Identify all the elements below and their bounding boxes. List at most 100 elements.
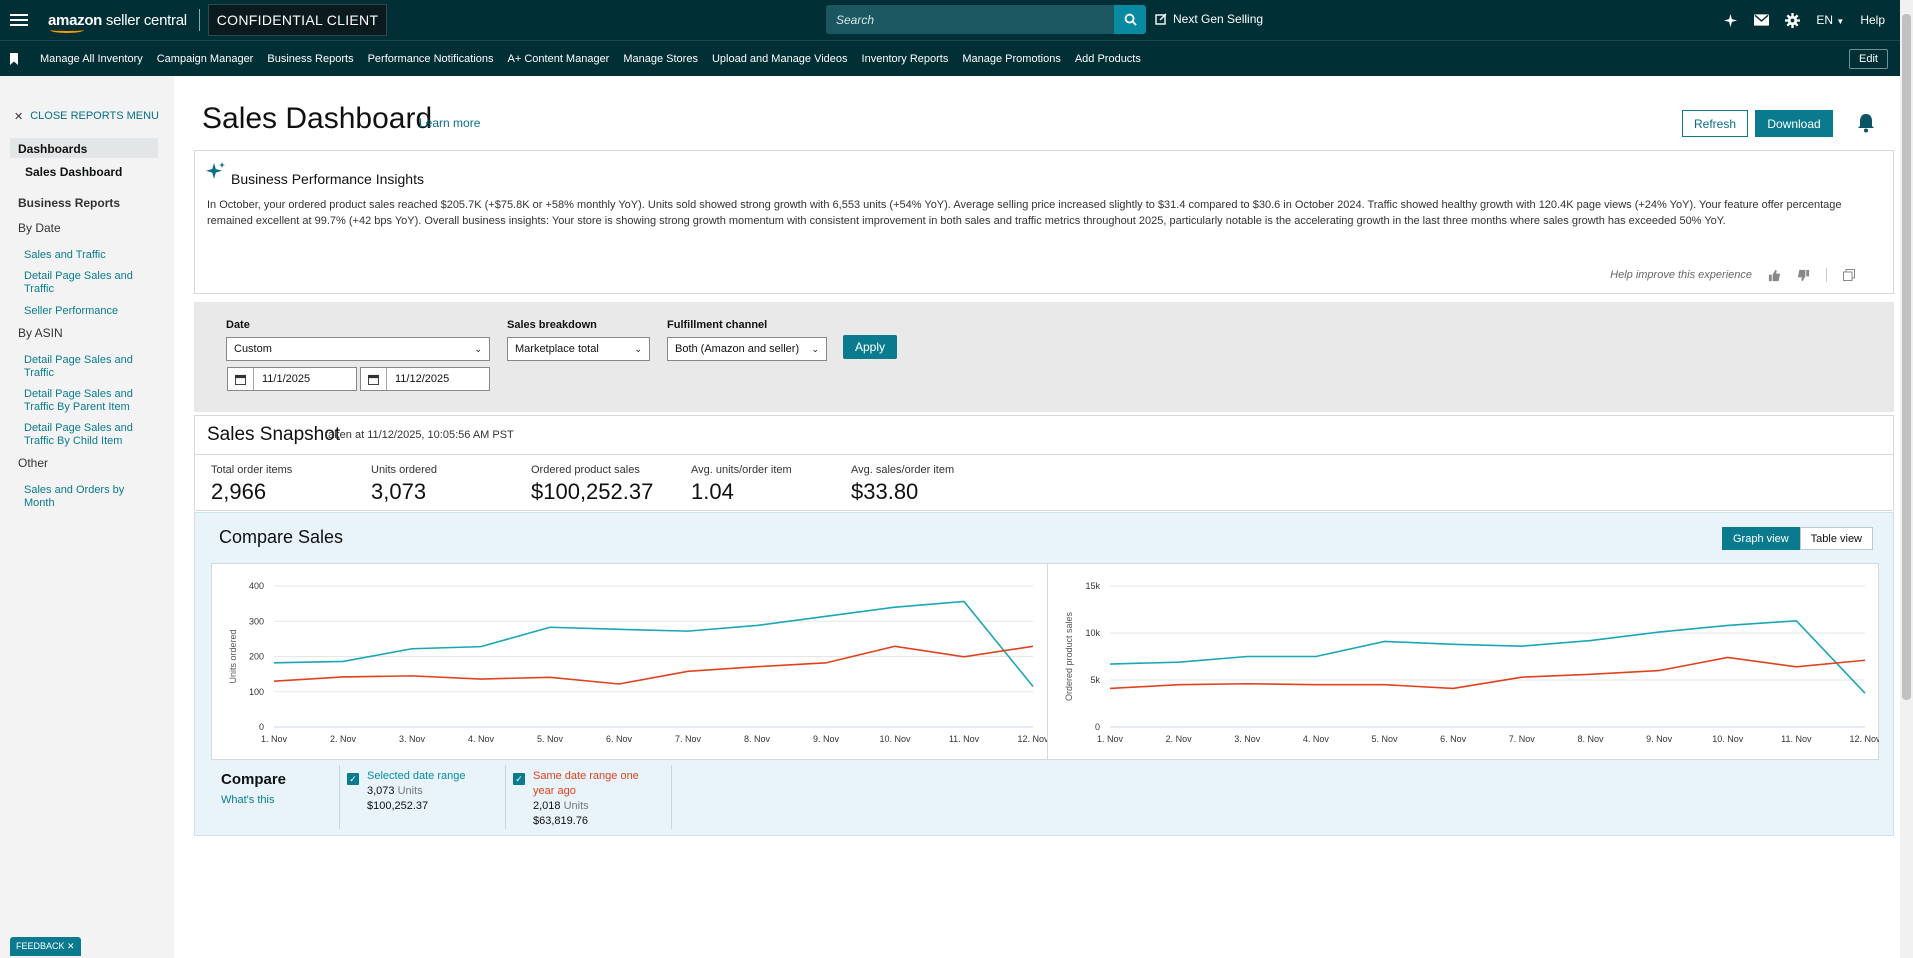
y-tick-label: 10k <box>1085 628 1100 638</box>
thumbs-up-icon[interactable] <box>1768 269 1781 282</box>
learn-more-link[interactable]: Learn more <box>419 116 481 130</box>
feedback-button[interactable]: FEEDBACK ✕ <box>10 937 81 956</box>
nav-item-business-reports[interactable]: Business Reports <box>267 52 354 65</box>
x-tick-label: 7. Nov <box>675 734 702 744</box>
prior-range-checkbox[interactable]: ✓ <box>513 773 525 785</box>
bookmark-icon[interactable] <box>8 52 20 65</box>
nav-item-performance-notifications[interactable]: Performance Notifications <box>367 52 494 65</box>
nav-item-manage-all-inventory[interactable]: Manage All Inventory <box>40 52 143 65</box>
x-tick-label: 2. Nov <box>1166 734 1193 744</box>
insights-panel: Business Performance Insights In October… <box>194 150 1894 294</box>
x-tick-label: 1. Nov <box>1097 734 1124 744</box>
units-word: Units <box>397 785 423 797</box>
charts-container: 0 100 200 300 400 Units ordered 1. Nov 2. Nov 3.… <box>211 563 1879 760</box>
series-line-selected-range <box>1109 619 1866 694</box>
nav-item-upload-videos[interactable]: Upload and Manage Videos <box>711 52 848 65</box>
gear-icon[interactable] <box>1785 12 1801 28</box>
language-selector[interactable]: EN ▼ <box>1816 13 1844 27</box>
divider <box>198 9 200 31</box>
edit-nav-button[interactable]: Edit <box>1849 49 1888 69</box>
bell-icon[interactable] <box>1857 113 1875 133</box>
compare-title: Compare Sales <box>219 527 344 547</box>
x-tick-label: 12. Nov <box>1849 734 1879 744</box>
end-date-field[interactable]: 11/12/2025 <box>360 367 490 391</box>
x-tick-label: 9. Nov <box>1646 734 1673 744</box>
sidebar-header-dashboards: Dashboards <box>10 138 158 158</box>
close-reports-menu[interactable]: ✕ CLOSE REPORTS MENU <box>14 110 159 123</box>
sidebar-link-sales-orders-month[interactable]: Sales and Orders by Month <box>24 484 125 509</box>
snapshot-title: Sales Snapshot <box>207 424 341 445</box>
whats-this-link[interactable]: What's this <box>221 794 275 806</box>
sidebar-link-asin-detail-page[interactable]: Detail Page Sales and Traffic <box>24 354 133 379</box>
client-label: CONFIDENTIAL CLIENT <box>207 4 388 36</box>
nav-item-inventory-reports[interactable]: Inventory Reports <box>861 52 949 65</box>
next-gen-selling-link[interactable]: Next Gen Selling <box>1155 12 1263 26</box>
compare-legend: Compare What's this ✓ Selected date rang… <box>211 765 771 829</box>
download-button[interactable]: Download <box>1755 110 1833 137</box>
sparkle-icon <box>206 162 225 179</box>
selected-range-label: Selected date range <box>367 770 466 782</box>
y-tick-label: 400 <box>249 581 264 591</box>
nav-item-manage-promotions[interactable]: Manage Promotions <box>962 52 1061 65</box>
sidebar-link-asin-child[interactable]: Detail Page Sales and Traffic By Child I… <box>24 422 133 447</box>
x-tick-label: 5. Nov <box>1372 734 1399 744</box>
metric-units-ordered: Units ordered 3,073 <box>371 464 437 505</box>
x-tick-label: 11. Nov <box>949 734 980 744</box>
thumbs-down-icon[interactable] <box>1797 269 1810 282</box>
sidebar-item-sales-dashboard[interactable]: Sales Dashboard <box>25 165 123 179</box>
metric-label: Units ordered <box>371 464 438 476</box>
units-word: Units <box>563 800 589 812</box>
y-tick-label: 100 <box>249 687 264 697</box>
divider <box>1826 268 1827 282</box>
series-line-selected-range <box>273 600 1034 687</box>
channel-select-value: Both (Amazon and seller) <box>675 343 800 355</box>
reports-sidebar: ✕ CLOSE REPORTS MENU Dashboards Sales Da… <box>0 76 174 958</box>
series-line-prior-year <box>1109 656 1866 690</box>
sidebar-link-seller-performance[interactable]: Seller Performance <box>24 305 119 317</box>
breakdown-select[interactable]: Marketplace total ⌄ <box>507 337 650 361</box>
help-improve-label: Help improve this experience <box>1610 269 1752 281</box>
page-title: Sales Dashboard <box>202 102 433 135</box>
date-select[interactable]: Custom ⌄ <box>226 337 490 361</box>
search-input[interactable]: Search <box>826 5 1114 34</box>
table-view-button[interactable]: Table view <box>1799 527 1873 550</box>
copy-icon[interactable] <box>1843 269 1855 281</box>
nav-item-campaign-manager[interactable]: Campaign Manager <box>156 52 254 65</box>
sparkle-icon[interactable] <box>1723 13 1738 28</box>
x-tick-label: 10. Nov <box>879 734 911 744</box>
channel-select[interactable]: Both (Amazon and seller) ⌄ <box>667 337 827 361</box>
x-tick-label: 9. Nov <box>813 734 840 744</box>
nav-item-add-products[interactable]: Add Products <box>1074 52 1141 65</box>
channel-label: Fulfillment channel <box>667 319 768 331</box>
menu-icon[interactable] <box>6 10 32 30</box>
prior-range-label: Same date range one year ago <box>533 770 639 797</box>
mail-icon[interactable] <box>1754 14 1770 26</box>
sidebar-link-sales-traffic[interactable]: Sales and Traffic <box>24 249 106 261</box>
sidebar-link-detail-page-sales-traffic[interactable]: Detail Page Sales and Traffic <box>24 270 133 295</box>
refresh-button[interactable]: Refresh <box>1682 110 1748 137</box>
apply-button[interactable]: Apply <box>843 335 897 359</box>
help-link[interactable]: Help <box>1860 13 1885 27</box>
y-axis-label: Ordered product sales <box>1064 611 1074 701</box>
x-tick-label: 6. Nov <box>1440 734 1467 744</box>
scrollbar-thumb[interactable] <box>1902 14 1911 700</box>
feedback-row: Help improve this experience <box>1610 268 1855 282</box>
logo-text-rest: seller central <box>102 11 187 29</box>
selected-range-checkbox[interactable]: ✓ <box>347 773 359 785</box>
nav-item-a-plus-content[interactable]: A+ Content Manager <box>507 52 610 65</box>
divider <box>195 454 1893 455</box>
graph-view-button[interactable]: Graph view <box>1722 527 1800 550</box>
x-tick-label: 3. Nov <box>1234 734 1261 744</box>
x-tick-label: 10. Nov <box>1712 734 1744 744</box>
sidebar-link-asin-parent[interactable]: Detail Page Sales and Traffic By Parent … <box>24 388 133 413</box>
insights-text: In October, your ordered product sales r… <box>207 199 1842 227</box>
metric-value: 1.04 <box>691 479 734 504</box>
start-date-field[interactable]: 11/1/2025 <box>227 367 357 391</box>
search-button[interactable] <box>1114 5 1146 34</box>
metric-value: $100,252.37 <box>531 479 654 504</box>
page-scrollbar[interactable] <box>1900 0 1913 958</box>
main-content: Sales Dashboard Learn more Refresh Downl… <box>174 76 1900 958</box>
start-date-value: 11/1/2025 <box>262 373 311 385</box>
nav-item-manage-stores[interactable]: Manage Stores <box>623 52 698 65</box>
seller-central-logo[interactable]: amazon seller central <box>48 11 187 33</box>
